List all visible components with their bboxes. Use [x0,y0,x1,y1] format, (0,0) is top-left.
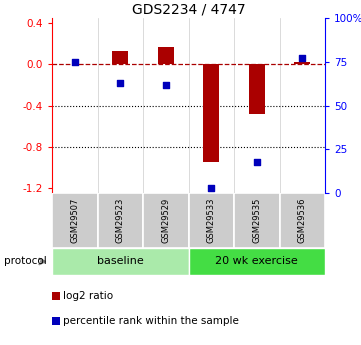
Text: log2 ratio: log2 ratio [63,291,113,301]
Bar [279,193,325,248]
Text: GSM29523: GSM29523 [116,198,125,243]
Bar [52,317,60,325]
Bar [143,193,188,248]
Point [117,80,123,86]
Bar [97,193,143,248]
Bar [52,292,60,300]
Point [72,59,78,65]
Point [208,185,214,190]
Bar [188,248,325,275]
Bar [158,47,174,64]
Bar [249,64,265,114]
Title: GDS2234 / 4747: GDS2234 / 4747 [132,3,245,17]
Text: protocol: protocol [4,256,46,266]
Bar [112,51,128,64]
Bar [203,64,219,162]
Bar [52,248,188,275]
Text: GSM29533: GSM29533 [207,198,216,243]
Point [254,159,260,164]
Bar [294,62,310,64]
Bar [52,193,97,248]
Text: 20 wk exercise: 20 wk exercise [216,256,298,266]
Text: GSM29529: GSM29529 [161,198,170,243]
Bar [188,193,234,248]
Bar [234,193,279,248]
Text: GSM29536: GSM29536 [298,198,307,243]
Point [163,82,169,87]
Text: GSM29535: GSM29535 [252,198,261,243]
Text: GSM29507: GSM29507 [70,198,79,243]
Text: percentile rank within the sample: percentile rank within the sample [63,316,239,326]
Text: baseline: baseline [97,256,144,266]
Point [299,56,305,61]
